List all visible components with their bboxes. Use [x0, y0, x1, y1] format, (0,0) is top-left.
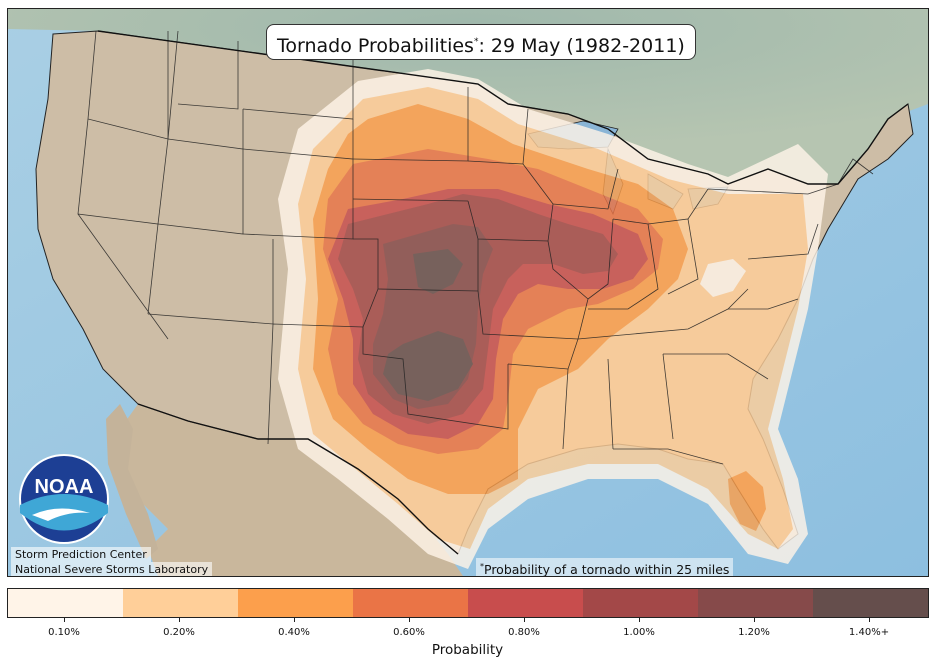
baja-land — [106, 404, 158, 559]
colorbar-label-0.60: 0.60% — [393, 627, 425, 638]
colorbar-segment-1.40 — [813, 589, 928, 617]
colorbar-label-1.00: 1.00% — [623, 627, 655, 638]
colorbar-tick — [409, 617, 410, 622]
colorbar-tick — [754, 617, 755, 622]
tornado-probability-map: Tornado Probabilities*: 29 May (1982-201… — [7, 8, 929, 577]
probability-contours — [278, 69, 828, 569]
map-canvas — [8, 9, 928, 576]
colorbar-segment-1.20 — [698, 589, 813, 617]
mexico-land — [113, 404, 463, 576]
contour-ohio-gap — [700, 259, 746, 297]
footnote-marker: * — [480, 562, 484, 571]
contour-1.40 — [383, 249, 473, 401]
colorbar-label-0.40: 0.40% — [278, 627, 310, 638]
noaa-logo: NOAA — [18, 453, 110, 545]
credit-spc: Storm Prediction Center — [11, 547, 151, 562]
colorbar-segment-0.40 — [238, 589, 353, 617]
footnote-text: Probability of a tornado within 25 miles — [484, 562, 730, 577]
colorbar-tick — [524, 617, 525, 622]
noaa-logo-icon: NOAA — [19, 454, 109, 544]
colorbar-tick — [294, 617, 295, 622]
state-borders — [77, 30, 874, 465]
colorbar-tick — [64, 617, 65, 622]
title-marker: * — [473, 37, 479, 47]
us-border — [97, 30, 909, 555]
map-title: Tornado Probabilities*: 29 May (1982-201… — [266, 24, 696, 60]
colorbar-label-1.40: 1.40%+ — [848, 627, 890, 638]
colorbar-segment-0.60 — [353, 589, 468, 617]
colorbar-label-0.10: 0.10% — [48, 627, 80, 638]
colorbar-segment-0.80 — [468, 589, 583, 617]
colorbar-segment-1.00 — [583, 589, 698, 617]
colorbar-tick — [869, 617, 870, 622]
canada-land — [8, 9, 928, 184]
noaa-logo-text: NOAA — [35, 476, 94, 498]
colorbar-segment-0.20 — [123, 589, 238, 617]
colorbar-tick — [639, 617, 640, 622]
colorbar-segment-0.10 — [8, 589, 123, 617]
colorbar-label-1.20: 1.20% — [738, 627, 770, 638]
colorbar-title: Probability — [431, 642, 504, 658]
colorbar-label-0.80: 0.80% — [508, 627, 540, 638]
credit-nssl: National Severe Storms Laboratory — [11, 562, 213, 576]
probability-colorbar — [7, 588, 929, 618]
colorbar-label-0.20: 0.20% — [163, 627, 195, 638]
footnote: *Probability of a tornado within 25 mile… — [476, 558, 734, 577]
contour-florida — [728, 471, 766, 531]
title-date: : 29 May (1982-2011) — [478, 35, 685, 57]
colorbar-tick — [179, 617, 180, 622]
title-text: Tornado Probabilities — [277, 35, 474, 57]
